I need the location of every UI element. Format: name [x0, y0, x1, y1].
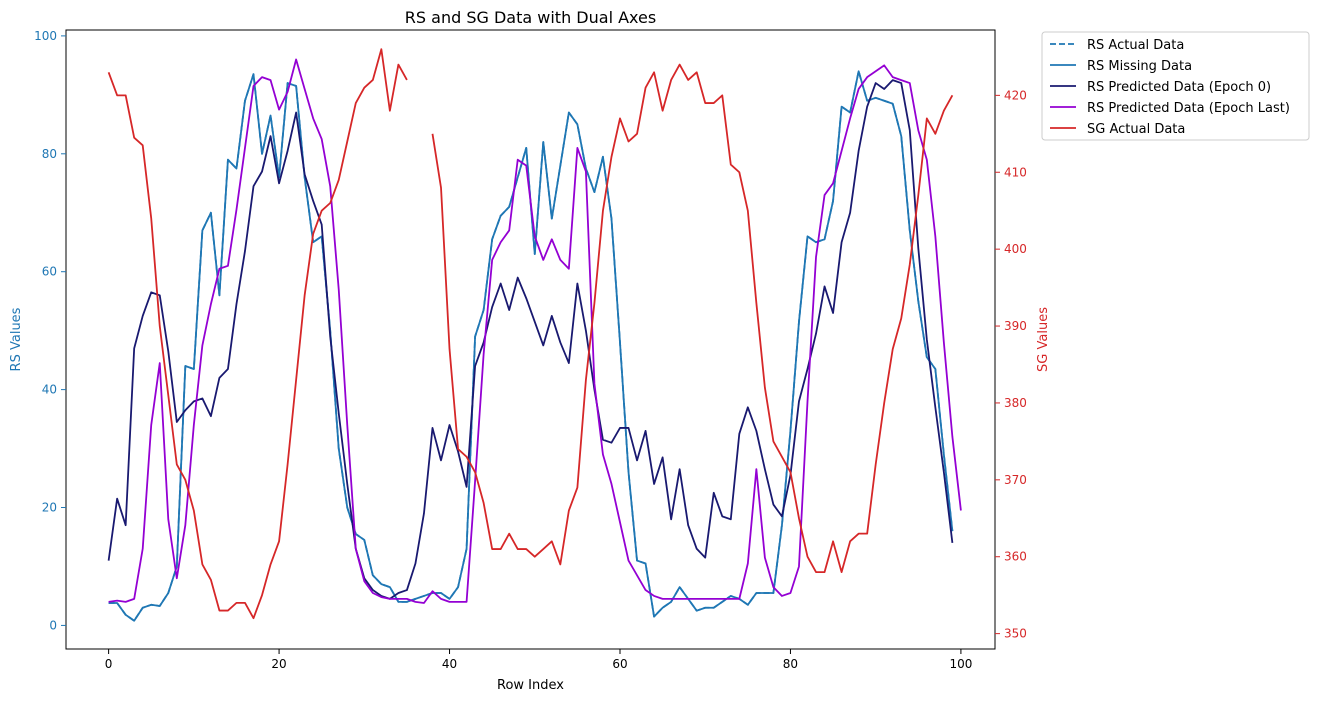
legend-box: [1041, 31, 1310, 141]
y-right-tick-label: 390: [1004, 319, 1027, 333]
y-axis-left: 0 20 40 60 80 100: [34, 29, 66, 632]
series-line-4: [107, 48, 954, 620]
legend-label: RS Predicted Data (Epoch 0): [1087, 80, 1271, 95]
series-line-3: [108, 58, 962, 604]
y-left-tick-label: 0: [49, 618, 57, 632]
legend-label: RS Actual Data: [1087, 38, 1184, 53]
y-left-tick-label: 100: [34, 29, 57, 43]
y-axis-right: 350 360 370 380 390 400 410 420: [995, 88, 1027, 641]
x-tick-label: 20: [271, 657, 286, 671]
x-axis: 0 20 40 60 80 100: [105, 649, 972, 671]
y-left-tick-label: 60: [42, 265, 57, 279]
y-right-tick-label: 420: [1004, 88, 1027, 102]
legend: RS Actual Data RS Missing Data RS Predicte…: [1041, 31, 1310, 141]
legend-label: SG Actual Data: [1087, 122, 1185, 137]
y-left-tick-label: 40: [42, 383, 57, 397]
plot-series-group: [107, 48, 962, 622]
chart-title: RS and SG Data with Dual Axes: [405, 8, 656, 27]
y-right-tick-label: 350: [1004, 627, 1027, 641]
x-tick-label: 60: [612, 657, 627, 671]
y-right-tick-label: 400: [1004, 242, 1027, 256]
y-left-tick-label: 80: [42, 147, 57, 161]
y-right-tick-label: 360: [1004, 550, 1027, 564]
x-tick-label: 40: [442, 657, 457, 671]
y-left-tick-label: 20: [42, 501, 57, 515]
y-right-tick-label: 410: [1004, 165, 1027, 179]
y-axis-left-title: RS Values: [9, 307, 24, 371]
x-axis-title: Row Index: [497, 678, 564, 693]
x-tick-label: 100: [949, 657, 972, 671]
series-line-2: [107, 79, 954, 600]
legend-label: RS Missing Data: [1087, 59, 1192, 74]
y-right-tick-label: 380: [1004, 396, 1027, 410]
x-tick-label: 80: [783, 657, 798, 671]
y-axis-right-title: SG Values: [1036, 307, 1051, 372]
plot-frame: [65, 29, 996, 650]
legend-label: RS Predicted Data (Epoch Last): [1087, 101, 1290, 116]
x-tick-label: 0: [105, 657, 113, 671]
y-right-tick-label: 370: [1004, 473, 1027, 487]
